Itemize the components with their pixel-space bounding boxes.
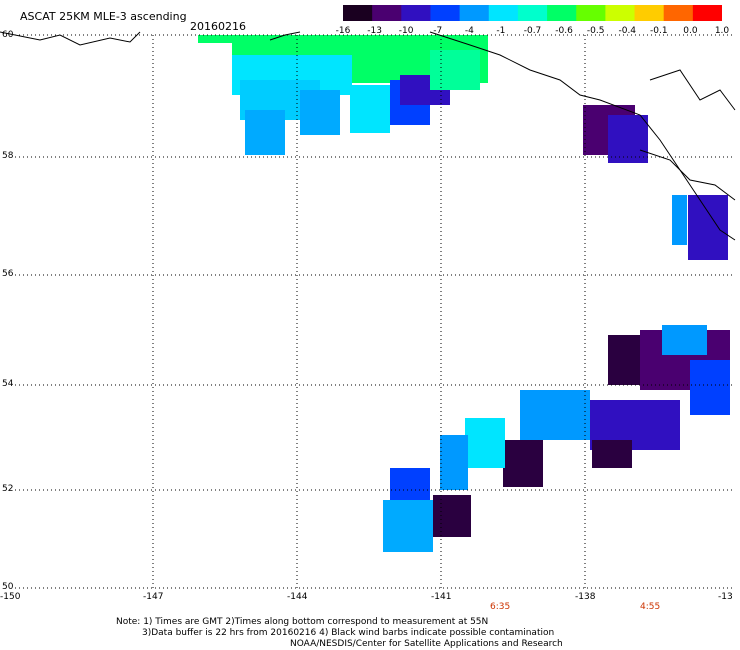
lon-label-144: -144 [287, 592, 308, 602]
colorbar-swatch [576, 5, 606, 21]
colorbar-label: -0.1 [650, 26, 668, 36]
colorbar-swatch [663, 5, 694, 21]
wind-swath-southeast [383, 105, 730, 552]
lat-gridlines [15, 34, 735, 589]
lat-label-58: 58 [2, 151, 14, 161]
colorbar-label: -0.6 [555, 26, 573, 36]
colorbar-swatch [372, 5, 402, 21]
lat-label-56: 56 [2, 269, 14, 279]
lon-label-150: -150 [0, 592, 21, 602]
lon-gridlines [152, 35, 586, 588]
colorbar-swatch [401, 5, 431, 21]
lat-label-54: 54 [2, 379, 14, 389]
wind-swath-northern [198, 35, 488, 155]
colorbar-swatch [692, 5, 722, 21]
colorbar-swatch [547, 5, 577, 21]
colorbar-swatch [343, 5, 373, 21]
lon-label-141: -141 [431, 592, 452, 602]
colorbar-label: 0.0 [683, 26, 698, 36]
coastline [0, 31, 736, 241]
colorbar [343, 5, 722, 21]
lat-label-50: 50 [2, 582, 14, 592]
lon-label-135: -13 [718, 592, 733, 602]
colorbar-label: -7 [433, 26, 443, 36]
colorbar-swatch [459, 5, 490, 21]
pass-time-1: 6:35 [490, 602, 511, 612]
colorbar-label: -4 [464, 26, 474, 36]
pass-time-2: 4:55 [640, 602, 661, 612]
product-date: 20160216 [190, 20, 246, 33]
colorbar-label: -0.4 [618, 26, 637, 36]
colorbar-label: -10 [398, 26, 414, 36]
colorbar-swatch [430, 5, 461, 21]
product-title: ASCAT 25KM MLE-3 ascending [20, 10, 187, 23]
colorbar-swatch [605, 5, 636, 21]
colorbar-label: -1 [496, 26, 506, 36]
lat-label-52: 52 [2, 484, 14, 494]
colorbar-swatch [634, 5, 665, 21]
colorbar-swatch [517, 5, 548, 21]
colorbar-label: -13 [367, 26, 382, 36]
note-line-3: NOAA/NESDIS/Center for Satellite Applica… [290, 639, 563, 649]
lat-label-60: 60 [2, 30, 14, 40]
lon-label-147: -147 [143, 592, 164, 602]
colorbar-label: 1.0 [714, 26, 730, 36]
note-line-2: 3)Data buffer is 22 hrs from 20160216 4)… [142, 628, 555, 638]
colorbar-label: -16 [335, 26, 351, 36]
colorbar-label: -0.5 [586, 26, 605, 36]
colorbar-label: -0.7 [523, 26, 542, 36]
colorbar-swatch [488, 5, 519, 21]
note-line-1: Note: 1) Times are GMT 2)Times along bot… [116, 617, 489, 627]
lon-label-138: -138 [575, 592, 596, 602]
